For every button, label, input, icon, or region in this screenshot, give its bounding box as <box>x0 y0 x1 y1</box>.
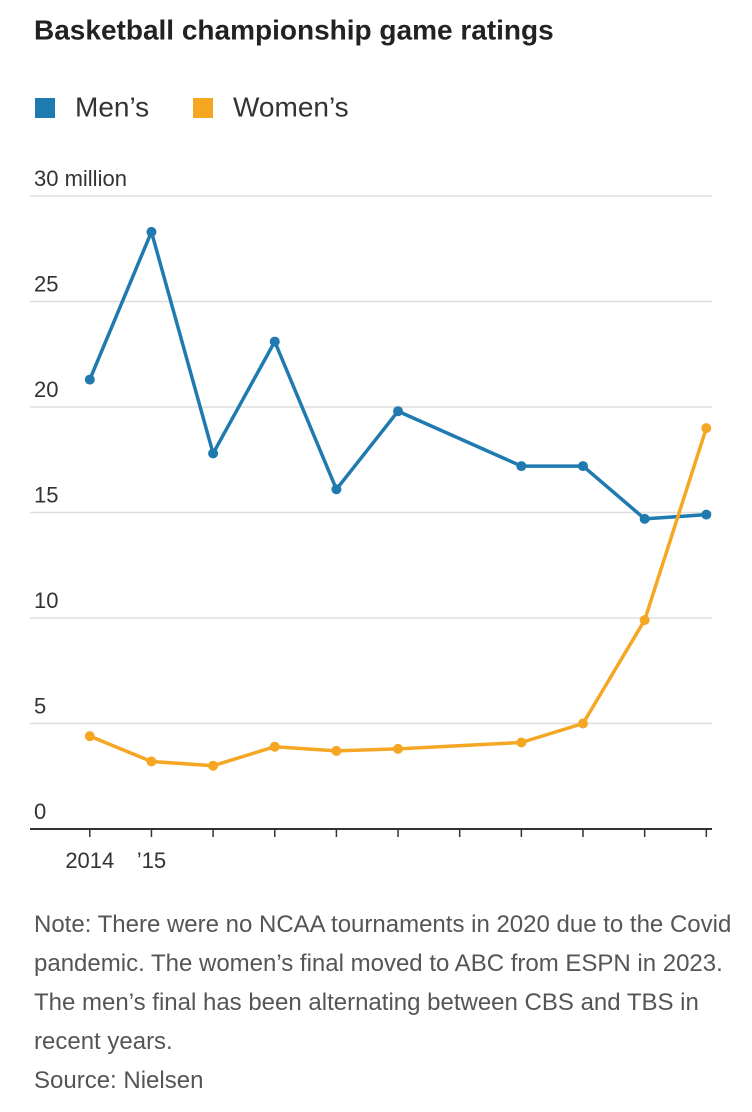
data-point <box>578 718 589 729</box>
y-tick-label: 30 million <box>34 166 127 191</box>
data-point <box>701 509 712 520</box>
data-point <box>331 745 342 756</box>
data-point <box>639 513 650 524</box>
data-point <box>393 406 404 417</box>
data-point <box>393 743 404 754</box>
y-tick-label: 0 <box>34 799 46 824</box>
legend-label: Women’s <box>233 91 349 122</box>
source: Source: Nielsen <box>34 1067 204 1094</box>
x-tick-label: 2014 <box>65 848 114 873</box>
note: Note: There were no NCAA tournaments in … <box>34 911 732 1055</box>
series-line <box>88 230 707 521</box>
data-point <box>269 336 280 347</box>
data-point <box>146 226 157 237</box>
data-point <box>84 731 95 742</box>
footer: Note: There were no NCAA tournaments in … <box>34 905 734 1100</box>
data-point <box>331 484 342 495</box>
y-tick-label: 25 <box>34 271 58 296</box>
data-point <box>208 760 219 771</box>
y-tick-label: 10 <box>34 588 58 613</box>
data-point <box>84 374 95 385</box>
data-point <box>516 737 527 748</box>
chart-title: Basketball championship game ratings <box>34 14 554 45</box>
data-point <box>146 756 157 767</box>
data-point <box>208 448 219 459</box>
legend-swatch <box>35 98 55 118</box>
data-point <box>516 461 527 472</box>
data-point <box>269 741 280 752</box>
y-tick-label: 15 <box>34 482 58 507</box>
legend-swatch <box>193 98 213 118</box>
x-tick-label: ’15 <box>137 848 166 873</box>
series-line <box>89 427 708 768</box>
y-tick-label: 5 <box>34 693 46 718</box>
data-point <box>639 615 650 626</box>
y-tick-label: 20 <box>34 377 58 402</box>
chart: Basketball championship game ratings Men… <box>30 14 712 873</box>
legend-label: Men’s <box>75 91 149 122</box>
data-point <box>701 423 712 434</box>
data-point <box>578 461 589 472</box>
